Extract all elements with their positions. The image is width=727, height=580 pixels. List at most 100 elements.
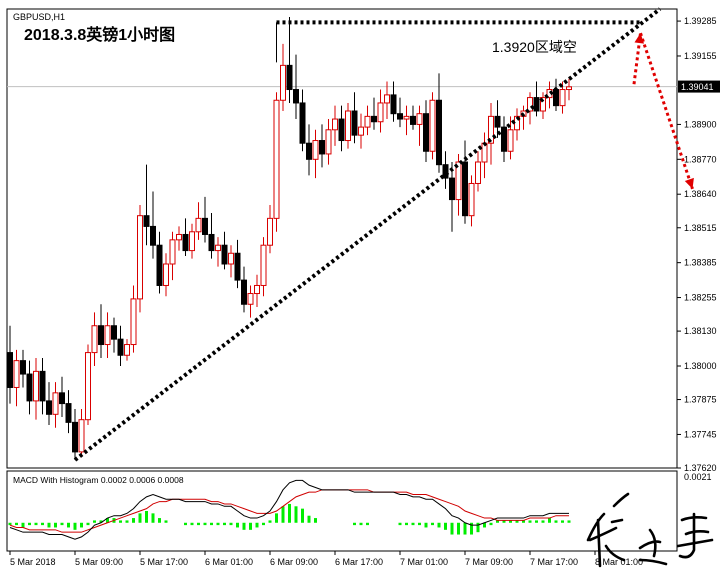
candle-body xyxy=(488,115,494,144)
candle-body xyxy=(553,89,559,107)
macd-params-label: MACD With Histogram 0.0002 0.0006 0.0008 xyxy=(13,475,184,485)
candle-body xyxy=(195,217,202,233)
candle-body xyxy=(182,233,189,252)
candle-body xyxy=(85,352,91,421)
time-tick-label: 5 Mar 17:00 xyxy=(140,557,188,567)
price-tick-label: 1.38385 xyxy=(684,258,717,268)
candle-body xyxy=(332,118,338,131)
candle-body xyxy=(312,140,319,160)
candle-body xyxy=(384,94,390,104)
projection-down-arrowhead xyxy=(684,177,694,189)
candle-body xyxy=(306,142,312,160)
candle-body xyxy=(130,298,137,346)
macd-line xyxy=(9,479,569,540)
candle-body xyxy=(559,89,566,107)
time-tick-label: 7 Mar 01:00 xyxy=(400,557,448,567)
candle-body xyxy=(52,392,59,415)
candle-body xyxy=(442,164,449,179)
candle-body xyxy=(325,129,332,155)
signature-watermark xyxy=(586,492,714,568)
candle-body xyxy=(156,244,163,286)
candle-body xyxy=(397,113,403,120)
price-tick-label: 1.37620 xyxy=(684,463,717,473)
candle-body xyxy=(345,110,351,142)
candle-body xyxy=(7,352,13,388)
time-tick-label: 6 Mar 09:00 xyxy=(270,557,318,567)
candle-body xyxy=(403,115,410,120)
candle-body xyxy=(169,239,176,265)
price-tick-label: 1.38770 xyxy=(684,154,717,164)
candle-body xyxy=(468,182,475,217)
candle-body xyxy=(189,231,195,252)
time-tick-label: 5 Mar 09:00 xyxy=(75,557,123,567)
candle-body xyxy=(475,161,481,184)
price-tick-label: 1.38900 xyxy=(684,119,717,129)
time-tick-label: 8 Mar 01:00 xyxy=(595,557,643,567)
candle-body xyxy=(481,142,488,163)
symbol-label: GBPUSD,H1 xyxy=(13,12,65,22)
candle-body xyxy=(494,115,501,128)
candle-body xyxy=(319,140,325,155)
candle-body xyxy=(124,344,130,356)
price-tick-label: 1.38640 xyxy=(684,189,717,199)
time-tick-label: 5 Mar 2018 xyxy=(10,557,56,567)
candle-body xyxy=(286,64,293,91)
candle-body xyxy=(338,118,345,142)
price-tick-label: 1.37745 xyxy=(684,429,717,439)
price-tick-label: 1.38255 xyxy=(684,293,717,303)
candle-body xyxy=(221,244,228,265)
price-tick-label: 1.39285 xyxy=(684,16,717,26)
candle-body xyxy=(234,252,241,281)
candle-body xyxy=(364,115,371,128)
candle-body xyxy=(208,233,215,252)
candle-body xyxy=(455,161,462,201)
time-tick-label: 7 Mar 09:00 xyxy=(465,557,513,567)
candle-body xyxy=(247,293,254,305)
candle-body xyxy=(299,102,306,144)
candle-body xyxy=(273,99,280,219)
candle-body xyxy=(39,370,46,402)
price-tick-label: 1.38515 xyxy=(684,223,717,233)
candle-body xyxy=(33,370,39,402)
candle-body xyxy=(293,89,299,104)
candle-body xyxy=(20,360,26,375)
time-tick-label: 6 Mar 01:00 xyxy=(205,557,253,567)
candle-body xyxy=(91,325,98,354)
candle-body xyxy=(98,325,104,346)
annotation-text: 1.3920区域空 xyxy=(492,39,577,55)
time-tick-label: 6 Mar 17:00 xyxy=(335,557,383,567)
candle-body xyxy=(104,325,111,346)
candle-body xyxy=(449,177,455,201)
candle-body xyxy=(429,99,436,152)
candle-body xyxy=(163,263,169,286)
candle-body xyxy=(410,115,416,125)
candle-body xyxy=(150,225,156,246)
candle-body xyxy=(143,215,150,227)
macd-tick-label: 0.0021 xyxy=(684,472,712,482)
candle-body xyxy=(13,360,20,388)
candle-body xyxy=(462,161,468,217)
candle-body xyxy=(137,215,143,300)
candle-body xyxy=(566,86,572,91)
candle-body xyxy=(280,64,286,101)
candle-body xyxy=(117,338,124,356)
candle-body xyxy=(202,217,208,235)
current-price-label: 1.39041 xyxy=(681,82,714,92)
candle-body xyxy=(540,97,546,112)
price-tick-label: 1.37875 xyxy=(684,395,717,405)
candle-body xyxy=(267,217,273,246)
candle-body xyxy=(59,392,65,405)
projection-up-arrowhead xyxy=(634,33,644,44)
candle-body xyxy=(176,233,182,241)
candle-body xyxy=(254,284,260,295)
candle-body xyxy=(436,99,442,166)
candle-body xyxy=(371,115,377,123)
candle-body xyxy=(241,279,247,305)
price-tick-label: 1.39155 xyxy=(684,51,717,61)
price-panel-frame xyxy=(6,8,678,469)
price-tick-label: 1.38000 xyxy=(684,361,717,371)
candle-body xyxy=(423,113,429,152)
overlay-title: 2018.3.8英镑1小时图 xyxy=(24,25,175,44)
